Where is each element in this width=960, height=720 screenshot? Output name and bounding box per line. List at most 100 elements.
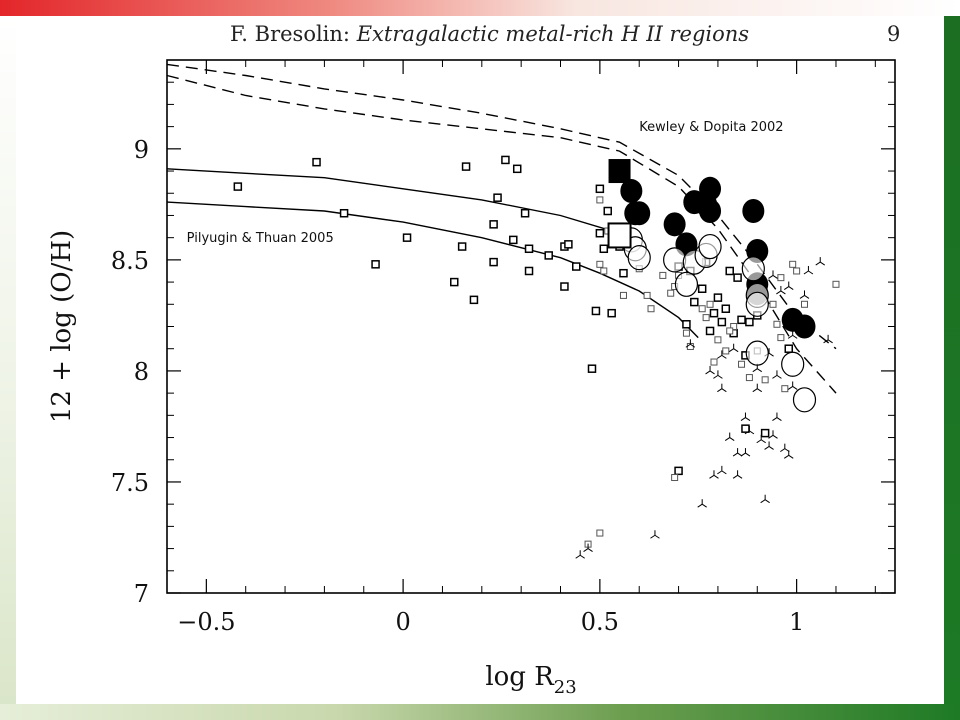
point-small-square bbox=[705, 326, 715, 336]
point-small-square bbox=[713, 293, 723, 302]
point-tripod bbox=[772, 412, 782, 421]
point-tripod bbox=[815, 257, 826, 266]
point-tripod bbox=[705, 365, 715, 375]
y-axis-label: 12 + log (O/H) bbox=[47, 230, 77, 423]
point-open-circle bbox=[781, 351, 805, 377]
point-tiny-square bbox=[647, 305, 655, 313]
point-tiny-square bbox=[769, 300, 777, 308]
point-small-square bbox=[461, 162, 471, 171]
point-tiny-square bbox=[745, 374, 753, 382]
point-small-square bbox=[572, 262, 581, 271]
point-small-square bbox=[599, 244, 609, 254]
point-small-square bbox=[760, 428, 770, 438]
slide-frame-top bbox=[0, 0, 960, 16]
point-tiny-square bbox=[706, 300, 714, 308]
point-small-square bbox=[717, 317, 727, 327]
point-small-square bbox=[489, 257, 498, 267]
x-tick-label: −0.5 bbox=[177, 608, 235, 636]
y-tick-label: 8.5 bbox=[111, 247, 149, 275]
point-tripod bbox=[780, 443, 790, 453]
point-small-square bbox=[564, 240, 573, 249]
point-filled-circle bbox=[620, 179, 643, 204]
point-small-square bbox=[591, 306, 601, 316]
point-small-square bbox=[450, 277, 459, 287]
point-tripod bbox=[650, 530, 660, 539]
x-tick-label: 0.5 bbox=[581, 608, 619, 636]
point-small-square bbox=[501, 155, 510, 165]
point-tiny-square bbox=[682, 329, 690, 337]
point-tiny-square bbox=[777, 334, 785, 342]
point-small-square bbox=[233, 182, 243, 191]
data-points bbox=[233, 155, 840, 559]
point-tripod bbox=[768, 270, 778, 279]
point-open-circle bbox=[741, 256, 765, 282]
point-small-square bbox=[745, 317, 754, 327]
point-tripod bbox=[732, 448, 743, 457]
point-filled-circle bbox=[793, 314, 816, 339]
point-small-square bbox=[733, 273, 742, 282]
point-small-square bbox=[489, 220, 498, 229]
annotations: Kewley & Dopita 2002 Pilyugin & Thuan 200… bbox=[187, 120, 784, 246]
point-tiny-square bbox=[659, 271, 667, 279]
page-header: F. Bresolin: Extragalactic metal-rich H … bbox=[0, 22, 960, 52]
model-curves bbox=[166, 63, 837, 394]
point-tiny-square bbox=[832, 280, 840, 288]
point-tiny-square bbox=[596, 260, 604, 268]
point-small-square bbox=[595, 228, 605, 238]
point-tripod bbox=[764, 441, 774, 450]
annotation-label: Pilyugin & Thuan 2005 bbox=[187, 231, 334, 246]
point-tiny-square bbox=[596, 196, 604, 204]
curve-dashed bbox=[166, 63, 837, 350]
slide-frame-right bbox=[944, 16, 960, 720]
point-tiny-square bbox=[714, 336, 722, 344]
point-small-square bbox=[709, 308, 719, 318]
y-tick-label: 7.5 bbox=[111, 469, 149, 497]
point-tiny-square bbox=[781, 385, 789, 393]
point-tripod bbox=[783, 450, 794, 459]
point-small-square bbox=[690, 297, 699, 307]
point-open-circle bbox=[745, 291, 769, 317]
axis-ticks bbox=[166, 59, 895, 594]
point-small-square bbox=[457, 242, 467, 251]
point-tripod bbox=[740, 448, 751, 457]
point-tripod bbox=[799, 290, 810, 299]
y-tick-label: 8 bbox=[134, 358, 149, 386]
point-tripod bbox=[783, 281, 794, 290]
point-tiny-square bbox=[619, 291, 627, 299]
point-tripod bbox=[760, 494, 770, 504]
slide-frame-bottom bbox=[0, 704, 960, 720]
point-small-square bbox=[469, 295, 479, 305]
point-tripod bbox=[713, 370, 723, 379]
point-filled-square bbox=[608, 159, 631, 184]
point-tripod bbox=[803, 265, 814, 275]
point-tripod bbox=[776, 285, 786, 295]
point-tripod bbox=[740, 412, 751, 421]
point-small-square bbox=[339, 208, 349, 218]
x-axis-label: log R23 bbox=[485, 662, 576, 698]
point-tiny-square bbox=[777, 274, 785, 282]
point-tiny-square bbox=[773, 320, 781, 328]
point-open-circle bbox=[674, 271, 699, 297]
point-filled-circle bbox=[663, 212, 686, 237]
point-tripod bbox=[772, 370, 782, 379]
header-author: F. Bresolin: bbox=[230, 22, 351, 46]
point-tripod bbox=[685, 339, 696, 348]
point-tripod bbox=[728, 343, 739, 353]
point-tripod bbox=[717, 465, 727, 475]
point-tripod bbox=[709, 470, 719, 479]
point-tiny-square bbox=[726, 327, 734, 335]
point-tripod bbox=[717, 350, 727, 359]
point-tiny-square bbox=[596, 529, 604, 537]
point-small-square bbox=[741, 424, 750, 433]
point-tiny-square bbox=[702, 314, 710, 322]
slide-frame-left bbox=[0, 16, 16, 720]
point-filled-circle bbox=[742, 199, 765, 224]
point-small-square bbox=[737, 315, 746, 325]
point-tiny-square bbox=[667, 289, 675, 297]
point-small-square bbox=[595, 184, 605, 194]
curve-solid bbox=[166, 168, 620, 234]
point-tripod bbox=[768, 430, 778, 439]
point-tiny-square bbox=[789, 260, 797, 268]
point-small-square bbox=[725, 266, 734, 276]
point-tiny-square bbox=[800, 300, 808, 308]
